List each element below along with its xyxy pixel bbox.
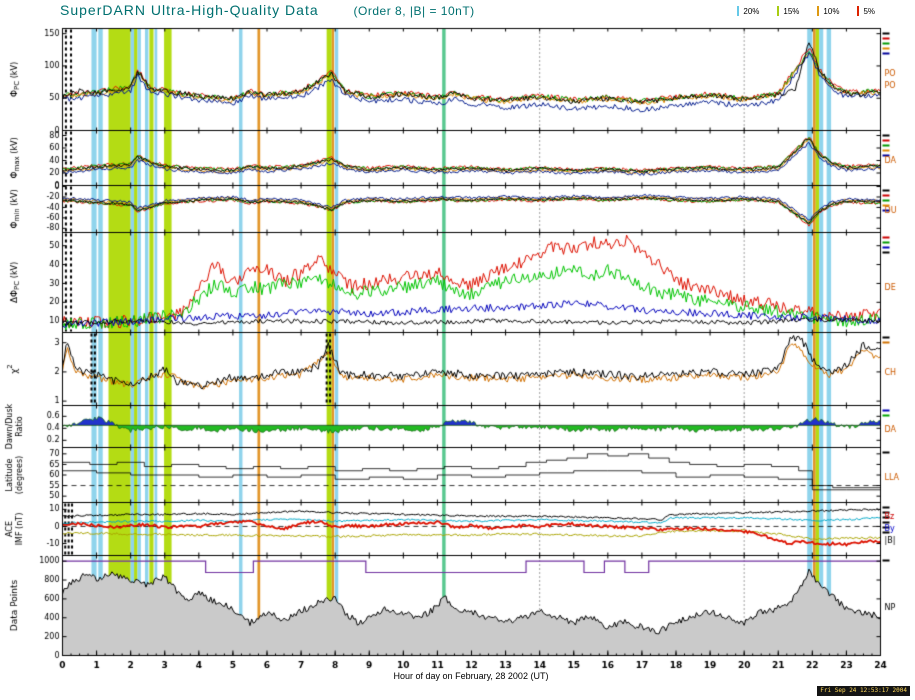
legend-label: 5% [863,6,875,16]
legend-label: 20% [743,6,760,16]
legend-swatch-icon [817,6,820,16]
chart-subtitle: (Order 8, |B| = 10nT) [353,4,475,18]
legend-swatch-icon [737,6,740,16]
x-axis-title: Hour of day on February, 28 2002 (UT) [393,671,549,681]
title-bar: SuperDARN Ultra-High-Quality Data (Order… [60,2,475,18]
legend-swatch-icon [777,6,780,16]
legend-swatch-icon [857,6,860,16]
legend-item: 5% [857,6,875,16]
legend-item: 15% [777,6,799,16]
legend-label: 10% [823,6,840,16]
page-title: SuperDARN Ultra-High-Quality Data [60,2,319,18]
threshold-legend: 20% 15% 10% 5% [737,6,875,16]
legend-item: 20% [737,6,759,16]
legend-label: 15% [783,6,800,16]
timestamp-badge: Fri Sep 24 12:53:17 2004 [817,686,910,696]
legend-item: 10% [817,6,839,16]
